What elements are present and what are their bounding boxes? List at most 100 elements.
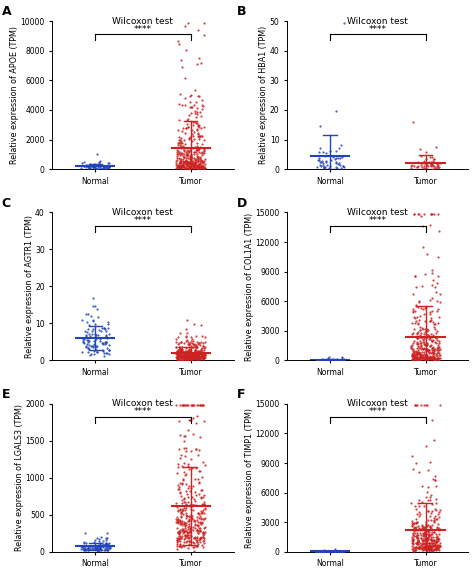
Point <box>324 356 331 365</box>
Point <box>425 545 433 554</box>
Point <box>178 347 185 356</box>
Point <box>418 350 426 359</box>
Point <box>181 541 188 550</box>
Point <box>196 534 204 544</box>
Point <box>196 162 204 171</box>
Point <box>426 354 434 363</box>
Point <box>185 352 193 362</box>
Point <box>91 536 99 545</box>
Point <box>422 350 429 359</box>
Point <box>81 545 89 554</box>
Point <box>333 354 340 363</box>
Point <box>192 342 200 351</box>
Point <box>187 161 195 170</box>
Point <box>421 534 429 544</box>
Point <box>415 536 422 545</box>
Point <box>184 354 192 363</box>
Point <box>95 158 103 167</box>
Point <box>434 164 442 173</box>
Point <box>88 544 96 553</box>
Point <box>104 542 111 551</box>
Point <box>178 401 185 410</box>
Point <box>196 538 204 547</box>
Point <box>187 537 195 546</box>
Point <box>191 162 199 171</box>
Point <box>434 531 441 540</box>
Point <box>105 538 113 548</box>
Point <box>190 352 198 361</box>
Point <box>178 355 186 364</box>
Point <box>185 540 193 549</box>
Point <box>423 160 430 169</box>
Point <box>433 540 440 549</box>
Point <box>410 336 418 346</box>
Point <box>315 547 322 556</box>
Point <box>416 354 424 363</box>
Point <box>176 348 183 358</box>
Point <box>185 147 192 156</box>
Point <box>187 500 195 509</box>
Point <box>176 89 183 98</box>
Point <box>413 162 420 172</box>
Point <box>101 339 109 348</box>
Point <box>424 529 431 538</box>
Point <box>325 355 333 364</box>
Point <box>427 341 434 350</box>
Point <box>409 307 417 316</box>
Point <box>200 529 207 538</box>
Point <box>188 137 195 146</box>
Point <box>410 353 418 362</box>
Point <box>182 446 190 455</box>
Point <box>87 163 94 172</box>
Point <box>413 351 420 360</box>
Point <box>188 339 196 348</box>
Point <box>325 354 332 363</box>
Point <box>419 324 427 333</box>
Point <box>436 289 444 298</box>
Point <box>101 164 109 173</box>
Point <box>409 542 416 551</box>
Point <box>194 156 201 165</box>
Point <box>177 161 185 170</box>
Point <box>200 353 208 362</box>
Point <box>418 303 425 312</box>
Point <box>184 354 191 363</box>
Point <box>428 521 436 530</box>
Point <box>105 544 113 553</box>
Point <box>434 354 442 363</box>
Point <box>199 139 206 148</box>
Point <box>434 534 441 543</box>
Point <box>188 349 196 358</box>
Point <box>194 349 201 358</box>
Point <box>426 354 433 363</box>
Point <box>409 464 416 474</box>
Point <box>182 501 190 510</box>
Point <box>174 138 182 148</box>
Point <box>180 432 188 441</box>
Point <box>322 356 329 365</box>
Point <box>177 158 185 168</box>
Point <box>414 348 421 357</box>
Point <box>312 547 320 556</box>
Point <box>409 351 416 360</box>
Point <box>408 352 415 361</box>
Point <box>419 242 427 251</box>
Point <box>200 533 207 542</box>
Point <box>196 446 203 455</box>
Point <box>177 345 185 354</box>
Point <box>191 533 199 542</box>
Point <box>192 351 200 360</box>
Point <box>193 142 201 151</box>
Point <box>185 340 193 350</box>
Point <box>175 351 182 360</box>
Point <box>184 401 191 410</box>
Point <box>104 545 112 554</box>
Point <box>428 542 436 552</box>
Point <box>199 493 207 502</box>
Point <box>177 348 184 358</box>
Point <box>182 156 190 165</box>
Point <box>176 155 184 164</box>
Point <box>433 332 440 342</box>
Point <box>423 544 431 553</box>
Point <box>182 352 190 362</box>
